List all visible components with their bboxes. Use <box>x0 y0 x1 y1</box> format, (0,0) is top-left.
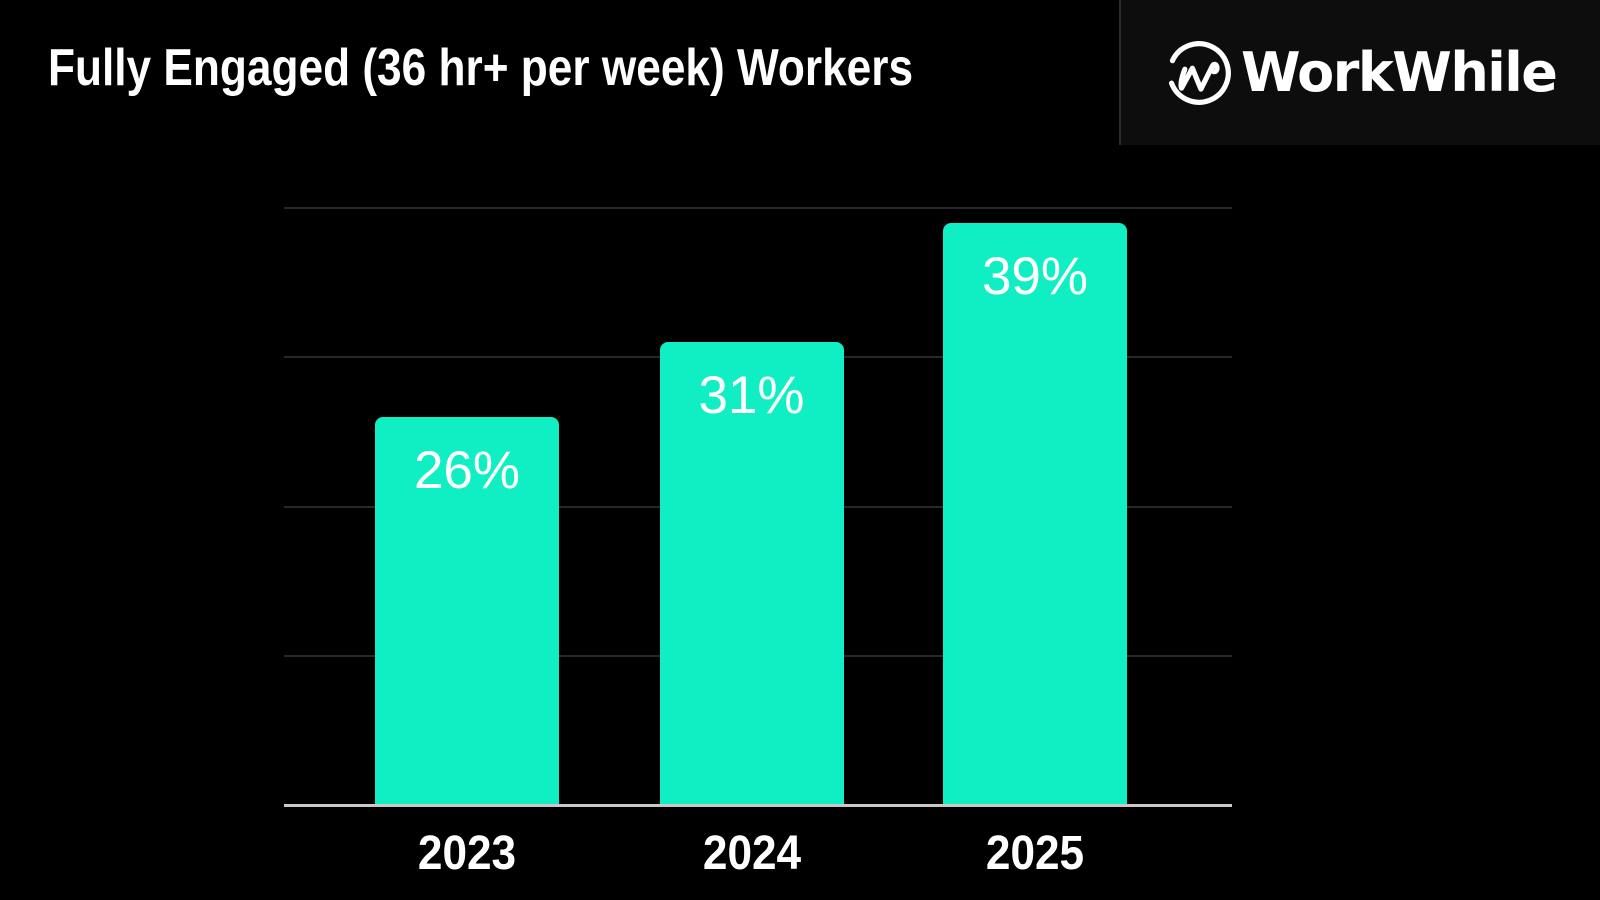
x-axis-label-2025: 2025 <box>985 827 1085 880</box>
bar-2024: 31% <box>659 342 844 805</box>
workwhile-logo-icon <box>1167 40 1231 105</box>
x-axis-label-2024: 2024 <box>702 827 801 880</box>
bar-value-label-2025: 39% <box>981 247 1089 307</box>
bar-2023: 26% <box>375 417 559 805</box>
x-axis-line <box>284 804 1232 807</box>
bar-2025: 39% <box>943 223 1127 805</box>
bar-value-label-2023: 26% <box>413 441 521 501</box>
page-title: Fully Engaged (36 hr+ per week) Workers <box>48 39 914 97</box>
brand-panel: WorkWhile <box>1119 0 1600 145</box>
x-axis-label-2023: 2023 <box>417 827 517 880</box>
workwhile-wordmark: WorkWhile <box>1241 41 1558 104</box>
bar-value-label-2024: 31% <box>698 366 805 426</box>
gridline-40pct <box>284 207 1232 210</box>
